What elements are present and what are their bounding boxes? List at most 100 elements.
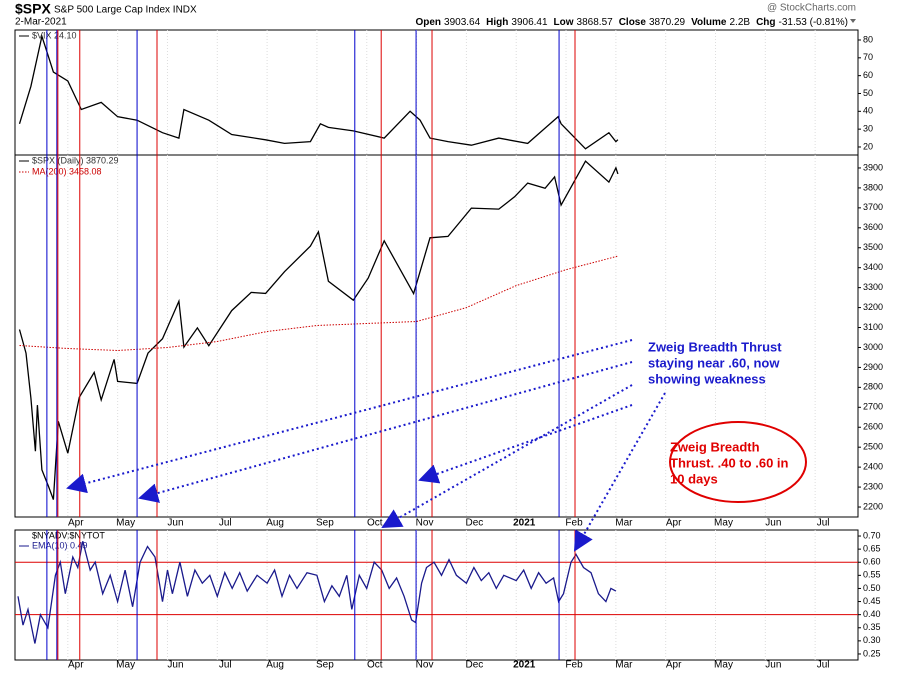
- annotation-text: Thrust. .40 to .60 in: [670, 455, 789, 470]
- quote-label: Open: [415, 17, 441, 28]
- quote-label: Volume: [691, 17, 727, 28]
- annotation-ellipse: [669, 421, 807, 503]
- quote-label: Close: [619, 17, 647, 28]
- y-tick-label: 0.25: [863, 648, 881, 658]
- legend-label: $VIX 24.10: [32, 30, 77, 40]
- y-tick-label: 0.55: [863, 570, 881, 580]
- y-tick-label: 3000: [863, 342, 883, 352]
- x-tick-label: Sep: [316, 518, 334, 529]
- panel-breadth: [14, 529, 859, 661]
- y-tick-label: 3700: [863, 202, 883, 212]
- x-tick-label: Jul: [817, 518, 830, 529]
- x-tick-label: Aug: [266, 518, 284, 529]
- quote-value: 2.2B: [729, 17, 750, 28]
- panel-title: $NYADV:$NYTOT: [32, 530, 105, 540]
- quote-menu[interactable]: [850, 19, 856, 23]
- symbol: $SPX: [15, 1, 51, 17]
- series-line: [18, 33, 619, 150]
- y-tick-label: 0.50: [863, 583, 881, 593]
- x-tick-label: Jul: [219, 660, 232, 671]
- x-tick-label: Mar: [615, 660, 633, 671]
- y-tick-label: 0.35: [863, 622, 881, 632]
- y-tick-label: 2300: [863, 481, 883, 491]
- legend-label: $SPX (Daily) 3870.29: [32, 155, 119, 165]
- x-tick-label: Sep: [316, 660, 334, 671]
- x-tick-label: Jul: [817, 660, 830, 671]
- y-tick-label: 30: [863, 124, 873, 134]
- date: 2-Mar-2021: [15, 17, 67, 28]
- y-tick-label: 20: [863, 141, 873, 151]
- quote: Open 3903.64 High 3906.41 Low 3868.57 Close 387…: [415, 17, 848, 28]
- quote-label: Chg: [756, 17, 775, 28]
- annotation-arrow: [138, 361, 633, 503]
- y-tick-label: 2200: [863, 501, 883, 511]
- x-tick-label: Mar: [615, 518, 633, 529]
- x-tick-label: Feb: [565, 518, 583, 529]
- quote-value: -31.53 (-0.81%): [779, 17, 848, 28]
- y-tick-label: 40: [863, 106, 873, 116]
- x-tick-label: Feb: [565, 660, 583, 671]
- annotation-text: Zweig Breadth: [670, 439, 760, 454]
- quote-value: 3870.29: [649, 17, 686, 28]
- x-tick-label: May: [116, 660, 135, 671]
- y-tick-label: 0.60: [863, 557, 881, 567]
- symbol-name: S&P 500 Large Cap Index INDX: [54, 5, 197, 16]
- y-tick-label: 2900: [863, 362, 883, 372]
- y-tick-label: 0.70: [863, 530, 881, 540]
- quote-value: 3906.41: [511, 17, 548, 28]
- x-tick-label: Apr: [68, 660, 84, 671]
- x-tick-label: Nov: [416, 518, 434, 529]
- y-tick-label: 2600: [863, 422, 883, 432]
- y-tick-label: 50: [863, 88, 873, 98]
- annotation-text: showing weakness: [648, 371, 766, 386]
- annotation-text: staying near .60, now: [648, 355, 780, 370]
- x-tick-label: Jun: [167, 518, 183, 529]
- x-tick-label: Apr: [68, 518, 84, 529]
- x-tick-label: Aug: [266, 660, 284, 671]
- y-tick-label: 0.45: [863, 596, 881, 606]
- x-tick-label: 2021: [513, 660, 536, 671]
- x-tick-label: May: [714, 518, 733, 529]
- series-line: [17, 541, 617, 644]
- y-tick-label: 0.65: [863, 544, 881, 554]
- x-tick-label: Jun: [765, 518, 781, 529]
- y-tick-label: 2500: [863, 442, 883, 452]
- x-tick-label: Jun: [167, 660, 183, 671]
- y-tick-label: 3400: [863, 262, 883, 272]
- x-tick-label: Jun: [765, 660, 781, 671]
- quote-value: 3903.64: [444, 17, 481, 28]
- series-line: [18, 160, 619, 500]
- y-tick-label: 2800: [863, 382, 883, 392]
- y-tick-label: 3800: [863, 182, 883, 192]
- x-tick-label: Apr: [666, 518, 682, 529]
- y-tick-label: 3900: [863, 162, 883, 172]
- y-tick-label: 0.30: [863, 635, 881, 645]
- x-tick-label: Nov: [416, 660, 434, 671]
- annotation-arrow: [574, 392, 666, 552]
- x-tick-label: 2021: [513, 518, 536, 529]
- x-tick-label: May: [116, 518, 135, 529]
- quote-value: 3868.57: [577, 17, 614, 28]
- y-tick-label: 60: [863, 70, 873, 80]
- annotation-arrow: [66, 339, 633, 494]
- series-line: [19, 255, 619, 352]
- y-tick-label: 2400: [863, 462, 883, 472]
- plot: 20 30 40 50 60 70 80 $VIX 24.10 2200 2300 2400 2500…: [15, 30, 883, 671]
- watermark: @ StockCharts.com: [767, 3, 856, 14]
- quote-label: Low: [554, 17, 574, 28]
- x-tick-label: May: [714, 660, 733, 671]
- x-tick-label: Apr: [666, 660, 682, 671]
- x-tick-label: Jul: [219, 518, 232, 529]
- y-tick-label: 3200: [863, 302, 883, 312]
- y-tick-label: 80: [863, 34, 873, 44]
- y-tick-label: 2700: [863, 402, 883, 412]
- y-tick-label: 3300: [863, 282, 883, 292]
- panel-vix: [14, 29, 859, 156]
- x-tick-label: Dec: [465, 518, 483, 529]
- y-tick-label: 70: [863, 52, 873, 62]
- y-tick-label: 3500: [863, 242, 883, 252]
- legend-label: MA(200) 3458.08: [32, 166, 102, 176]
- legend-label: EMA(10) 0.49: [32, 540, 88, 550]
